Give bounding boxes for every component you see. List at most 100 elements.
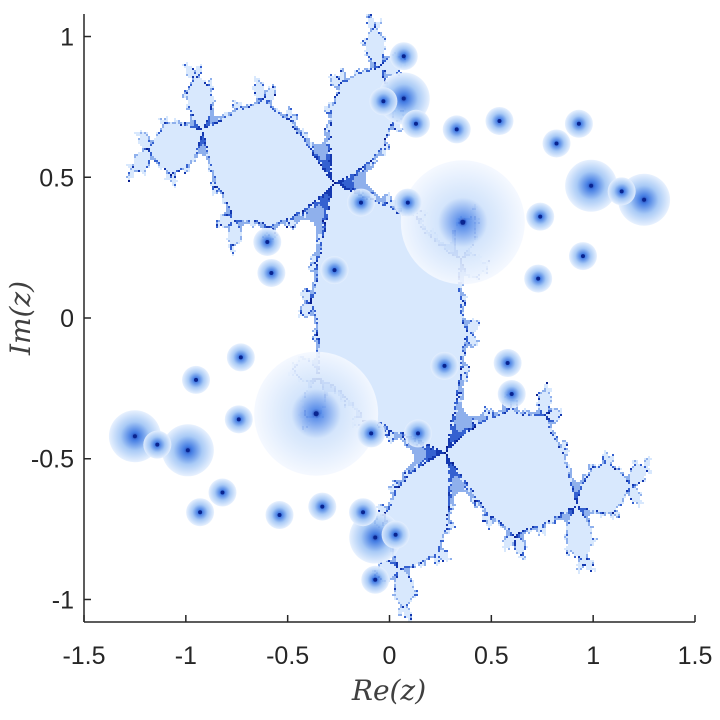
fractal-pixel (404, 470, 406, 472)
fractal-pixel (390, 200, 392, 202)
fractal-pixel (540, 398, 552, 400)
fractal-pixel (540, 530, 542, 532)
fractal-pixel (250, 104, 252, 106)
fractal-pixel (330, 106, 392, 108)
fractal-pixel (388, 502, 390, 504)
fractal-pixel (314, 306, 460, 308)
fractal-pixel (372, 28, 374, 30)
fractal-pixel (580, 486, 582, 488)
fractal-pixel (166, 168, 180, 170)
fractal-pixel (288, 218, 290, 220)
fractal-pixel (298, 374, 460, 376)
fractal-pixel (288, 224, 290, 226)
fractal-pixel (404, 442, 406, 444)
fractal-pixel (398, 432, 400, 434)
fractal-pixel (448, 498, 450, 500)
fractal-pixel (274, 110, 276, 112)
fractal-pixel (576, 500, 578, 502)
fractal-pixel (332, 78, 338, 80)
fractal-pixel (458, 384, 460, 386)
fractal-pixel (316, 314, 462, 316)
fractal-pixel (496, 518, 554, 520)
fractal-pixel (408, 470, 410, 472)
fractal-pixel (424, 446, 426, 448)
fractal-pixel (308, 290, 310, 292)
fractal-pixel (524, 530, 526, 532)
fractal-pixel (256, 96, 264, 98)
fractal-pixel (502, 526, 506, 528)
fractal-pixel (554, 518, 570, 520)
fractal-pixel (396, 588, 414, 590)
fractal-pixel (328, 114, 332, 116)
fractal-pixel (474, 428, 552, 430)
fractal-pixel (264, 92, 266, 94)
fractal-pixel (296, 214, 298, 216)
fractal-pixel (370, 160, 372, 162)
fractal-pixel (354, 174, 356, 176)
fractal-pixel (590, 470, 592, 472)
fractal-pixel (256, 84, 262, 86)
fractal-pixel (488, 514, 560, 516)
fractal-pixel (400, 432, 402, 434)
fractal-pixel (210, 164, 212, 166)
fractal-pixel (396, 72, 398, 74)
fractal-pixel (644, 480, 646, 482)
fractal-pixel (304, 208, 308, 210)
fractal-pixel (286, 110, 292, 112)
fractal-pixel (604, 458, 614, 460)
fractal-pixel (198, 74, 200, 76)
fractal-pixel (362, 44, 366, 46)
fractal-pixel (180, 124, 182, 126)
fractal-pixel (310, 302, 312, 304)
fractal-pixel (334, 86, 340, 88)
fractal-pixel (350, 400, 456, 402)
fractal-pixel (318, 330, 466, 332)
fractal-pixel (600, 466, 612, 468)
fractal-pixel (206, 84, 208, 86)
fractal-pixel (410, 464, 416, 466)
fractal-pixel (134, 158, 150, 160)
fractal-pixel (296, 130, 302, 132)
fractal-pixel (304, 132, 308, 134)
fractal-pixel (392, 206, 396, 208)
fractal-pixel (270, 104, 272, 106)
fractal-pixel (326, 130, 328, 132)
fractal-pixel (298, 128, 300, 130)
fractal-pixel (434, 458, 446, 460)
fractal-pixel (340, 68, 342, 70)
fractal-pixel (382, 204, 386, 206)
fractal-pixel (204, 82, 206, 84)
fractal-pixel (438, 546, 440, 548)
fractal-pixel (348, 80, 384, 82)
fractal-pixel (364, 164, 366, 166)
fractal-pixel (460, 474, 462, 476)
fractal-pixel (370, 66, 374, 68)
fractal-pixel (226, 206, 228, 208)
fractal-pixel (564, 534, 566, 536)
fractal-pixel (570, 476, 572, 478)
fractal-pixel (328, 160, 332, 162)
fractal-pixel (318, 358, 460, 360)
fractal-pixel (186, 72, 194, 74)
fractal-pixel (300, 134, 302, 136)
fractal-pixel (312, 144, 326, 146)
fractal-pixel (440, 454, 446, 456)
fractal-pixel (588, 558, 590, 560)
fractal-pixel (568, 544, 590, 546)
fractal-pixel (228, 244, 230, 246)
fractal-pixel (448, 504, 450, 506)
fractal-pixel (468, 490, 470, 492)
fractal-pixel (330, 80, 332, 82)
fractal-pixel (448, 494, 450, 496)
fractal-pixel (380, 510, 386, 512)
fractal-pixel (316, 322, 318, 324)
fractal-pixel (628, 490, 630, 492)
bulb-core-point (538, 214, 543, 219)
fractal-pixel (462, 314, 464, 316)
fractal-pixel (178, 120, 180, 122)
fractal-pixel (492, 520, 496, 522)
fractal-pixel (302, 296, 304, 298)
fractal-pixel (194, 114, 210, 116)
fractal-pixel (444, 532, 448, 534)
fractal-pixel (324, 138, 328, 140)
